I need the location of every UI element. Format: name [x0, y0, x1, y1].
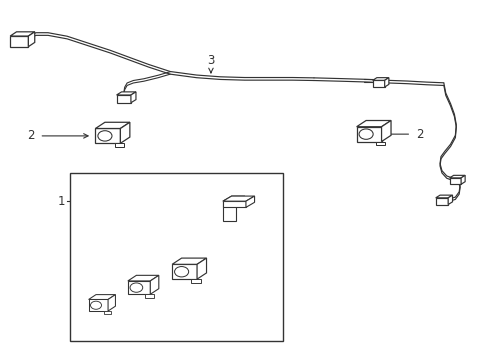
Bar: [356, 127, 381, 141]
Bar: [115, 143, 124, 147]
Circle shape: [98, 131, 112, 141]
Bar: [448, 178, 460, 184]
Polygon shape: [116, 92, 136, 95]
Polygon shape: [197, 258, 206, 279]
Bar: [116, 95, 131, 103]
Text: 2: 2: [27, 129, 35, 143]
Polygon shape: [223, 196, 244, 201]
Circle shape: [358, 129, 372, 139]
Polygon shape: [127, 275, 159, 281]
Bar: [375, 141, 385, 145]
Bar: [69, 173, 282, 341]
Polygon shape: [95, 122, 130, 129]
Circle shape: [130, 283, 142, 292]
Bar: [191, 279, 201, 283]
Text: 1: 1: [58, 195, 65, 208]
Bar: [145, 294, 153, 298]
Bar: [103, 311, 111, 314]
Polygon shape: [356, 121, 390, 127]
Text: 3: 3: [207, 54, 214, 67]
Polygon shape: [245, 196, 254, 207]
Polygon shape: [460, 175, 464, 184]
Bar: [435, 198, 447, 204]
Polygon shape: [10, 32, 35, 36]
Polygon shape: [88, 294, 115, 300]
Bar: [372, 80, 384, 87]
Polygon shape: [372, 78, 388, 80]
Polygon shape: [28, 32, 35, 47]
Polygon shape: [447, 195, 451, 204]
Bar: [88, 300, 108, 311]
Polygon shape: [435, 195, 451, 198]
Polygon shape: [223, 196, 254, 201]
Bar: [223, 201, 236, 221]
Bar: [127, 281, 150, 294]
Text: 2: 2: [415, 128, 423, 141]
Circle shape: [174, 266, 188, 277]
Polygon shape: [381, 121, 390, 141]
Polygon shape: [120, 122, 130, 143]
Circle shape: [90, 301, 102, 309]
Polygon shape: [172, 258, 206, 264]
Bar: [10, 36, 28, 47]
Bar: [223, 201, 245, 207]
Polygon shape: [448, 175, 464, 178]
Polygon shape: [384, 78, 388, 87]
Polygon shape: [131, 92, 136, 103]
Polygon shape: [108, 294, 115, 311]
Polygon shape: [150, 275, 159, 294]
Bar: [95, 129, 120, 143]
Bar: [172, 264, 197, 279]
